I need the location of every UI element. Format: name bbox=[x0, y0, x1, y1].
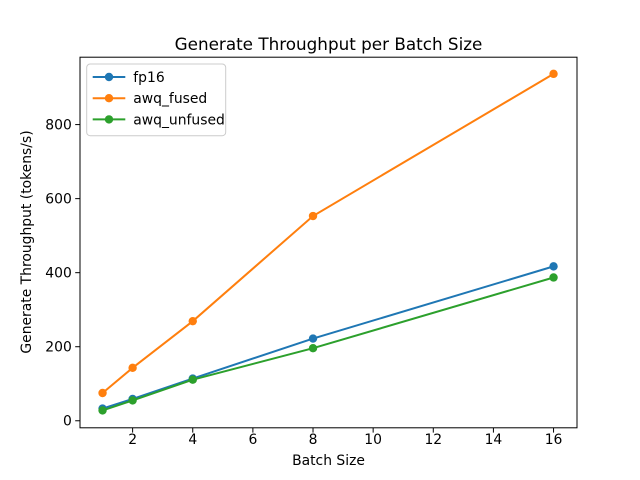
legend-marker bbox=[104, 94, 114, 103]
data-point-marker bbox=[188, 375, 197, 384]
x-tick-label: 8 bbox=[309, 432, 318, 448]
data-point-marker bbox=[308, 334, 318, 343]
legend-marker bbox=[104, 115, 114, 124]
data-point-marker bbox=[128, 396, 137, 405]
x-tick-label: 6 bbox=[248, 432, 257, 448]
series-line bbox=[102, 276, 554, 412]
data-point-marker bbox=[549, 262, 558, 271]
y-tick-label: 200 bbox=[45, 340, 72, 356]
y-tick-label: 400 bbox=[45, 266, 72, 282]
y-tick-label: 800 bbox=[45, 117, 72, 133]
x-tick-label: 2 bbox=[128, 432, 137, 448]
chart-title: Generate Throughput per Batch Size bbox=[174, 34, 483, 54]
legend-marker bbox=[104, 72, 114, 82]
x-tick-label: 4 bbox=[188, 432, 197, 448]
data-point-marker bbox=[188, 316, 197, 326]
x-tick-label: 12 bbox=[424, 432, 442, 448]
x-tick-label: 14 bbox=[485, 432, 503, 448]
y-tick-label: 600 bbox=[45, 192, 72, 208]
data-point-marker bbox=[308, 211, 318, 221]
legend-label: awq_unfused bbox=[133, 112, 225, 128]
data-point-marker bbox=[549, 69, 558, 79]
data-point-marker bbox=[549, 273, 558, 282]
legend-label: fp16 bbox=[133, 70, 164, 86]
data-point-marker bbox=[128, 363, 137, 373]
legend-box bbox=[86, 63, 227, 137]
x-axis-label: Batch Size bbox=[292, 453, 365, 469]
legend-label: awq_fused bbox=[133, 91, 207, 107]
y-tick-label: 0 bbox=[63, 414, 72, 430]
data-point-marker bbox=[98, 388, 107, 398]
data-point-marker bbox=[98, 406, 107, 415]
x-tick-label: 16 bbox=[545, 432, 563, 448]
plot-border bbox=[79, 56, 578, 429]
data-point-marker bbox=[308, 344, 318, 353]
x-tick-label: 10 bbox=[364, 432, 382, 448]
